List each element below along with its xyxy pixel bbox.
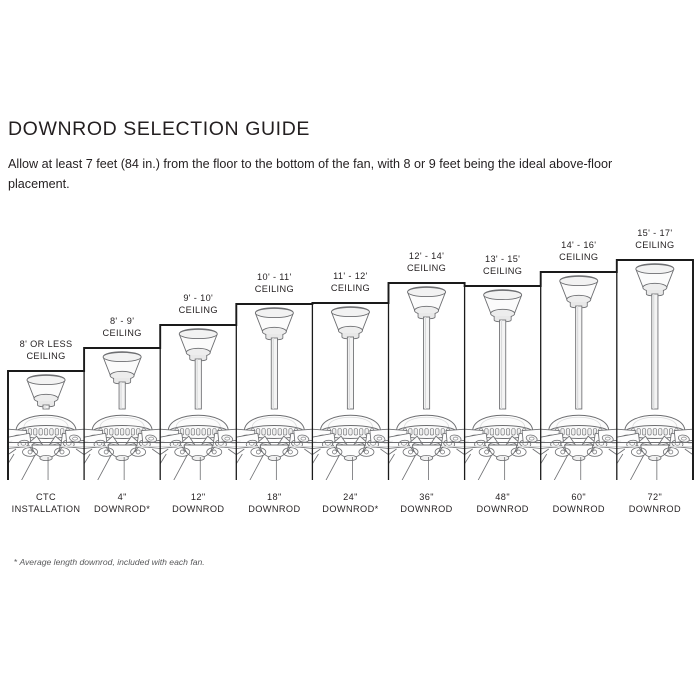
footnote-text: Average length downrod, included with ea…	[19, 557, 205, 567]
downrod-label-size: 72"	[648, 492, 663, 502]
stepped-ceiling-outline	[7, 259, 694, 480]
ceiling-label-range: 9' - 10'	[183, 293, 213, 303]
ceiling-label-word: CEILING	[407, 263, 446, 273]
ceiling-label-range: 13' - 15'	[485, 254, 520, 264]
ceiling-label-word: CEILING	[255, 284, 294, 294]
ceiling-label-word: CEILING	[635, 240, 674, 250]
downrod-label-size: 48"	[495, 492, 510, 502]
page-title: DOWNROD SELECTION GUIDE	[8, 118, 310, 140]
ceiling-label-word: CEILING	[103, 328, 142, 338]
ceiling-label-word: CEILING	[331, 283, 370, 293]
ceiling-label-range: 14' - 16'	[561, 240, 596, 250]
ceiling-label-word: CEILING	[179, 305, 218, 315]
downrod-labels: CTC INSTALLATION 4" DOWNROD* 12" DOWNROD 18" DO…	[12, 492, 681, 514]
ceiling-label-range: 10' - 11'	[257, 272, 292, 282]
ceiling-label-word: CEILING	[26, 351, 65, 361]
ceiling-fan-illustration	[464, 289, 541, 480]
ceiling-fan-illustration	[8, 374, 85, 480]
downrod-label-size: CTC	[36, 492, 56, 502]
ceiling-label-range: 11' - 12'	[333, 271, 368, 281]
downrod-label-word: DOWNROD	[248, 504, 300, 514]
ceiling-label-range: 8' - 9'	[110, 316, 134, 326]
downrod-label-word: DOWNROD	[476, 504, 528, 514]
ceiling-labels: 8' OR LESS CEILING 8' - 9' CEILING 9' - 10' C…	[20, 228, 674, 361]
downrod-label-word: DOWNROD	[553, 504, 605, 514]
downrod-label-size: 18"	[267, 492, 282, 502]
ceiling-label-word: CEILING	[483, 266, 522, 276]
downrod-label-word: DOWNROD*	[322, 504, 378, 514]
ceiling-label-range: 15' - 17'	[637, 228, 672, 238]
downrod-label-size: 60"	[571, 492, 586, 502]
ceiling-label-range: 8' OR LESS	[20, 339, 73, 349]
ceiling-fan-illustration	[540, 275, 617, 480]
downrod-label-word: DOWNROD*	[94, 504, 150, 514]
downrod-label-size: 36"	[419, 492, 434, 502]
page-subtitle: Allow at least 7 feet (84 in.) from the …	[8, 157, 613, 191]
ceiling-fan-illustration	[160, 328, 237, 480]
footnote: * Average length downrod, included with …	[14, 556, 274, 569]
ceiling-fan-illustration	[236, 307, 313, 480]
ceiling-fan-illustration	[312, 306, 389, 480]
downrod-label-size: 4"	[118, 492, 127, 502]
downrod-label-size: 24"	[343, 492, 358, 502]
downrod-label-word: DOWNROD	[629, 504, 681, 514]
ceiling-label-range: 12' - 14'	[409, 251, 444, 261]
downrod-label-word: DOWNROD	[400, 504, 452, 514]
ceiling-fan-illustration	[616, 263, 693, 480]
ceiling-fan-illustration	[84, 351, 161, 480]
downrod-label-size: 12"	[191, 492, 206, 502]
fan-art-layer	[8, 263, 693, 480]
ceiling-label-word: CEILING	[559, 252, 598, 262]
downrod-label-word: DOWNROD	[172, 504, 224, 514]
downrod-label-word: INSTALLATION	[12, 504, 81, 514]
ceiling-fan-illustration	[388, 286, 465, 480]
footnote-marker: *	[14, 557, 18, 567]
